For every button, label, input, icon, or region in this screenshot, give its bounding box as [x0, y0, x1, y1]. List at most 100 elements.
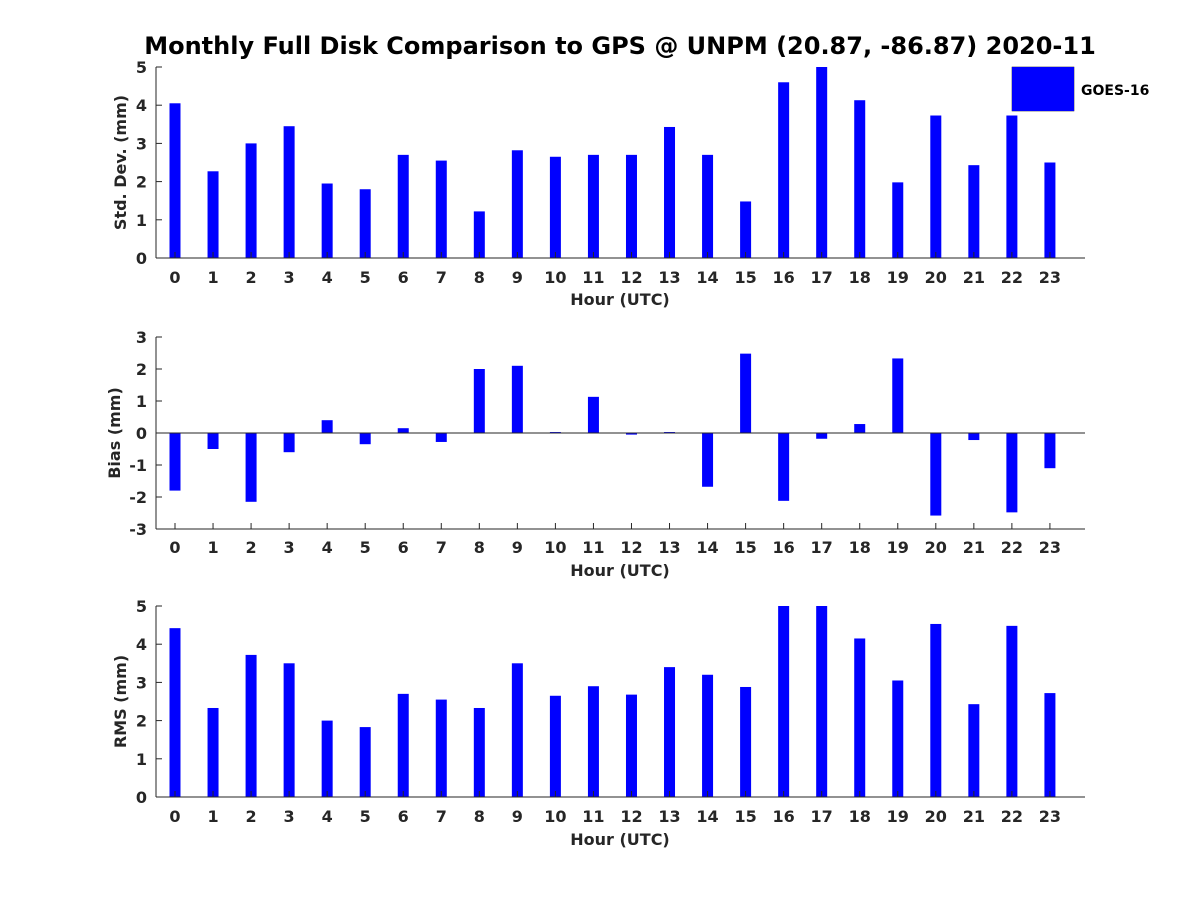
panel-3: 0 1 2 3 4 5 6 7 8 9 10 11 12 13 14 15 16 17 18 19 20 21 22 2301…: [111, 597, 1085, 849]
panel-1: 0 1 2 3 4 5 6 7 8 9 10 11 12 13 14 15 16 17 18 19 20 21 22 2301…: [111, 58, 1085, 309]
bar: [245, 143, 257, 258]
bar: [359, 433, 371, 445]
x-tick-label: 14: [696, 538, 718, 557]
x-tick-label: 21: [963, 268, 985, 287]
x-tick-label: 0: [169, 807, 180, 826]
y-tick-label: 0: [136, 424, 147, 443]
x-tick-label: 20: [925, 268, 947, 287]
x-axis-label: Hour (UTC): [570, 830, 670, 849]
x-tick-label: 6: [398, 538, 409, 557]
bar: [587, 686, 599, 797]
x-tick-label: 15: [734, 538, 756, 557]
bar: [854, 100, 866, 258]
bar: [587, 396, 599, 433]
bar: [359, 727, 371, 797]
x-tick-label: 18: [849, 268, 871, 287]
bar: [930, 623, 942, 797]
legend-swatch: [1012, 67, 1074, 111]
x-tick-label: 9: [512, 538, 523, 557]
bar: [1044, 433, 1056, 469]
x-tick-label: 1: [207, 807, 218, 826]
y-tick-label: 4: [136, 635, 147, 654]
y-axis-label: RMS (mm): [111, 655, 130, 748]
x-tick-label: 4: [322, 807, 333, 826]
bar: [778, 433, 790, 501]
x-tick-label: 10: [544, 807, 566, 826]
bar: [245, 654, 257, 797]
bar: [511, 365, 523, 433]
bar: [1006, 433, 1018, 513]
bar: [892, 358, 904, 433]
bar: [930, 433, 942, 516]
y-tick-label: 0: [136, 788, 147, 807]
x-tick-label: 19: [887, 538, 909, 557]
bar: [778, 606, 790, 797]
x-tick-label: 3: [284, 807, 295, 826]
y-tick-label: 3: [136, 134, 147, 153]
bar: [625, 694, 637, 797]
legend: GOES-16: [1011, 66, 1149, 112]
x-tick-label: 23: [1039, 538, 1061, 557]
x-tick-label: 15: [734, 268, 756, 287]
bar: [397, 154, 409, 258]
figure-title: Monthly Full Disk Comparison to GPS @ UN…: [144, 32, 1096, 60]
y-axis-label: Bias (mm): [105, 387, 124, 479]
y-tick-label: 1: [136, 750, 147, 769]
bar: [968, 704, 980, 797]
panels: 0 1 2 3 4 5 6 7 8 9 10 11 12 13 14 15 16 17 18 19 20 21 22 2301…: [105, 58, 1085, 849]
bar: [854, 424, 866, 433]
x-tick-label: 13: [658, 268, 680, 287]
bar: [397, 428, 409, 433]
bar: [625, 433, 637, 435]
x-tick-label: 5: [360, 807, 371, 826]
y-tick-label: 2: [136, 173, 147, 192]
x-tick-label: 4: [322, 268, 333, 287]
y-tick-label: 5: [136, 58, 147, 77]
y-tick-label: 3: [136, 328, 147, 347]
bar: [1006, 625, 1018, 797]
x-tick-label: 1: [207, 538, 218, 557]
x-tick-label: 16: [773, 268, 795, 287]
x-tick-label: 18: [849, 807, 871, 826]
x-tick-label: 19: [887, 268, 909, 287]
x-tick-label: 2: [246, 807, 257, 826]
y-tick-label: 1: [136, 392, 147, 411]
bar: [549, 156, 561, 258]
x-tick-label: 16: [773, 538, 795, 557]
x-tick-label: 7: [436, 268, 447, 287]
bar: [321, 183, 333, 258]
x-tick-label: 16: [773, 807, 795, 826]
x-tick-label: 21: [963, 807, 985, 826]
bar: [435, 699, 447, 797]
bar: [664, 667, 676, 797]
y-tick-label: 0: [136, 249, 147, 268]
bar: [549, 695, 561, 797]
y-tick-label: 4: [136, 96, 147, 115]
x-tick-label: 12: [620, 538, 642, 557]
y-tick-label: -2: [129, 488, 147, 507]
bar: [702, 674, 714, 797]
y-tick-label: -3: [129, 520, 147, 539]
bar: [473, 211, 485, 258]
x-tick-label: 23: [1039, 807, 1061, 826]
x-tick-label: 5: [360, 538, 371, 557]
bar: [169, 103, 181, 258]
x-tick-label: 9: [512, 807, 523, 826]
y-tick-label: 2: [136, 360, 147, 379]
bar: [1044, 162, 1056, 258]
bar: [359, 189, 371, 258]
x-tick-label: 3: [284, 538, 295, 557]
x-tick-label: 12: [620, 807, 642, 826]
bar: [740, 686, 752, 797]
bar: [816, 433, 828, 439]
x-tick-label: 11: [582, 807, 604, 826]
x-tick-label: 21: [963, 538, 985, 557]
x-tick-label: 8: [474, 807, 485, 826]
bar: [473, 369, 485, 433]
bar: [664, 126, 676, 258]
y-tick-label: 5: [136, 597, 147, 616]
x-tick-label: 20: [925, 538, 947, 557]
x-tick-label: 10: [544, 268, 566, 287]
x-tick-label: 6: [398, 268, 409, 287]
